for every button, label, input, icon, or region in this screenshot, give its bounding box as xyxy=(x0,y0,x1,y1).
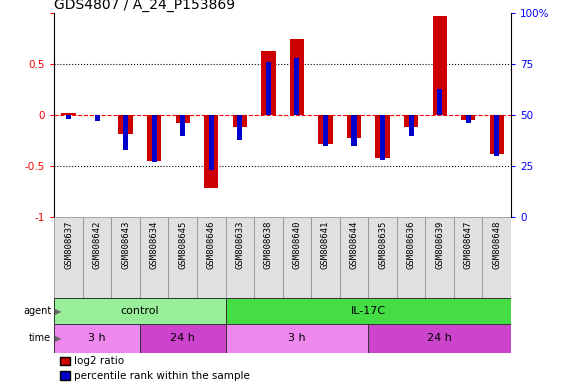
Bar xyxy=(323,115,328,146)
Bar xyxy=(226,217,254,298)
Bar xyxy=(111,217,140,298)
Bar xyxy=(319,115,332,144)
Bar xyxy=(347,115,361,137)
Bar xyxy=(461,115,475,120)
Bar xyxy=(204,115,218,189)
Bar xyxy=(437,89,443,115)
Text: GSM808635: GSM808635 xyxy=(378,220,387,268)
Text: 24 h: 24 h xyxy=(170,333,195,344)
Bar xyxy=(54,324,140,353)
Text: GSM808641: GSM808641 xyxy=(321,220,330,268)
Bar xyxy=(351,115,356,146)
Bar xyxy=(404,115,418,127)
Bar xyxy=(380,115,385,160)
Bar xyxy=(368,217,397,298)
Text: IL-17C: IL-17C xyxy=(351,306,386,316)
Bar xyxy=(425,217,454,298)
Text: GSM808648: GSM808648 xyxy=(492,220,501,268)
Bar xyxy=(376,115,389,158)
Text: GSM808639: GSM808639 xyxy=(435,220,444,268)
Bar xyxy=(283,217,311,298)
Bar xyxy=(266,62,271,115)
Text: log2 ratio: log2 ratio xyxy=(74,356,124,366)
Bar xyxy=(176,115,190,123)
Bar xyxy=(482,217,511,298)
Bar xyxy=(254,217,283,298)
Text: GSM808638: GSM808638 xyxy=(264,220,273,268)
Bar xyxy=(95,115,99,121)
Text: control: control xyxy=(120,306,159,316)
Text: GSM808634: GSM808634 xyxy=(150,220,159,268)
Text: GSM808645: GSM808645 xyxy=(178,220,187,268)
Bar xyxy=(123,115,128,150)
Bar xyxy=(290,39,304,115)
Text: 3 h: 3 h xyxy=(89,333,106,344)
Bar xyxy=(54,217,83,298)
Bar xyxy=(152,115,156,162)
Bar xyxy=(490,115,504,154)
Bar xyxy=(61,113,75,115)
Text: ▶: ▶ xyxy=(55,306,62,316)
Bar xyxy=(466,115,471,123)
Bar xyxy=(454,217,482,298)
Bar xyxy=(226,324,368,353)
Text: GSM808637: GSM808637 xyxy=(64,220,73,268)
Bar xyxy=(262,51,275,115)
Bar xyxy=(340,217,368,298)
Bar xyxy=(368,324,511,353)
Bar xyxy=(119,115,132,134)
Text: GSM808642: GSM808642 xyxy=(93,220,102,268)
Text: GSM808646: GSM808646 xyxy=(207,220,216,268)
Bar xyxy=(83,217,111,298)
Text: GSM808636: GSM808636 xyxy=(407,220,416,268)
Text: GSM808633: GSM808633 xyxy=(235,220,244,268)
Text: GDS4807 / A_24_P153869: GDS4807 / A_24_P153869 xyxy=(54,0,235,12)
Bar xyxy=(197,217,226,298)
Bar xyxy=(311,217,340,298)
Bar xyxy=(433,17,447,115)
Text: time: time xyxy=(29,333,51,344)
Bar xyxy=(226,298,511,324)
Text: 24 h: 24 h xyxy=(427,333,452,344)
Bar xyxy=(233,115,247,127)
Bar xyxy=(140,324,226,353)
Text: GSM808643: GSM808643 xyxy=(121,220,130,268)
Bar xyxy=(397,217,425,298)
Bar xyxy=(180,115,185,136)
Text: agent: agent xyxy=(23,306,51,316)
Bar xyxy=(295,58,300,115)
Text: percentile rank within the sample: percentile rank within the sample xyxy=(74,371,250,381)
Bar xyxy=(494,115,499,156)
Bar xyxy=(147,115,162,161)
Bar xyxy=(238,115,242,140)
Bar xyxy=(54,298,226,324)
Bar xyxy=(66,115,71,119)
Bar xyxy=(140,217,168,298)
Text: GSM808644: GSM808644 xyxy=(349,220,359,268)
Bar xyxy=(168,217,197,298)
Text: GSM808640: GSM808640 xyxy=(292,220,301,268)
Text: ▶: ▶ xyxy=(55,334,62,343)
Text: GSM808647: GSM808647 xyxy=(464,220,473,268)
Text: 3 h: 3 h xyxy=(288,333,305,344)
Bar xyxy=(208,115,214,170)
Bar xyxy=(409,115,413,136)
